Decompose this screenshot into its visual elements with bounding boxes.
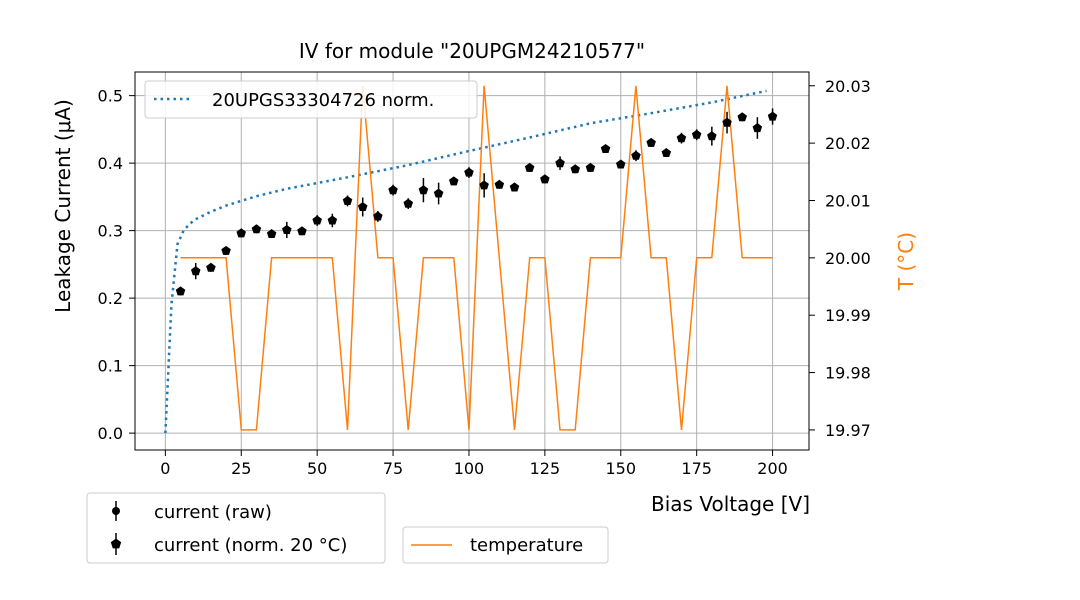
norm-point <box>327 215 338 225</box>
legend-temperature: temperature <box>402 526 609 564</box>
chart-title: IV for module "20UPGM24210577" <box>299 39 645 63</box>
norm-point <box>570 164 580 174</box>
y2-tick-label: 19.97 <box>825 421 871 440</box>
y2-tick-label: 19.99 <box>825 306 871 325</box>
norm-point <box>509 182 520 192</box>
x-tick-label: 75 <box>383 459 403 478</box>
norm-point <box>418 185 429 195</box>
norm-point <box>676 133 687 143</box>
norm-point <box>175 286 186 296</box>
y-tick-label: 0.5 <box>98 87 123 106</box>
y2-axis-label: T (°C) <box>894 232 918 291</box>
y-tick-label: 0.4 <box>98 154 123 173</box>
legend-norm-label: current (norm. 20 °C) <box>154 535 347 556</box>
norm-point <box>251 224 262 234</box>
norm-point <box>646 137 656 147</box>
norm-point <box>449 176 459 186</box>
y2-tick-label: 20.00 <box>825 249 871 268</box>
temperature-line <box>180 85 773 431</box>
norm-point <box>585 162 596 172</box>
norm-point <box>266 229 277 238</box>
x-tick-label: 0 <box>160 459 170 478</box>
axes: 0 25 50 75 100 125 150 175 200 0.0 0.1 0.2 0.3 0.4 0.5… <box>98 77 871 478</box>
y2-tick-label: 20.02 <box>825 134 871 153</box>
reference-curve <box>164 89 767 434</box>
x-tick-label: 100 <box>454 459 485 478</box>
legend-currents-box <box>86 492 386 564</box>
legend-reference-label: 20UPGS33304726 norm. <box>212 90 434 111</box>
norm-point <box>297 226 307 236</box>
norm-point <box>555 158 565 168</box>
norm-point <box>600 144 611 153</box>
x-tick-label: 175 <box>681 459 712 478</box>
norm-point <box>236 228 246 238</box>
y-tick-label: 0.3 <box>98 222 123 241</box>
legend-currents: current (raw) current (norm. 20 °C) <box>86 492 386 564</box>
data-layer <box>164 85 778 434</box>
norm-point <box>616 159 626 169</box>
norm-point <box>464 167 474 177</box>
x-tick-label: 25 <box>231 459 251 478</box>
norm-point <box>312 215 322 225</box>
norm-point <box>479 180 489 190</box>
y2-tick-label: 19.98 <box>825 364 871 383</box>
norm-point <box>282 225 292 234</box>
plot-frame <box>134 71 810 451</box>
legend-norm-marker <box>110 538 122 549</box>
norm-point <box>357 202 368 211</box>
norm-point <box>221 245 231 255</box>
norm-point <box>373 211 383 221</box>
legend-raw-label: current (raw) <box>154 502 272 523</box>
legend-temperature-label: temperature <box>470 535 583 556</box>
x-tick-label: 200 <box>757 459 788 478</box>
norm-point <box>722 117 732 127</box>
y-axis-label: Leakage Current (μA) <box>51 99 75 313</box>
norm-point <box>737 112 747 122</box>
legend-reference-box <box>144 80 478 119</box>
norm-point <box>661 148 672 157</box>
y-tick-label: 0.0 <box>98 424 123 443</box>
norm-point <box>540 174 550 184</box>
legend-reference: 20UPGS33304726 norm. <box>144 80 478 119</box>
x-tick-label: 50 <box>307 459 327 478</box>
y2-tick-label: 20.03 <box>825 77 871 96</box>
norm-point <box>403 198 413 208</box>
y-tick-label: 0.2 <box>98 289 123 308</box>
norm-point <box>388 185 398 195</box>
norm-point <box>767 111 778 121</box>
norm-point <box>524 162 535 172</box>
norm-point <box>631 150 641 160</box>
norm-point <box>206 262 216 272</box>
x-tick-label: 150 <box>605 459 636 478</box>
x-tick-label: 125 <box>530 459 561 478</box>
legend-temperature-box <box>402 526 609 564</box>
norm-point <box>707 131 717 141</box>
norm-point <box>494 179 505 189</box>
x-axis-label: Bias Voltage [V] <box>651 492 810 516</box>
norm-point <box>433 188 444 198</box>
legend-raw-marker <box>112 507 120 515</box>
y2-tick-label: 20.01 <box>825 191 871 210</box>
y-tick-label: 0.1 <box>98 357 123 376</box>
norm-point <box>191 266 201 276</box>
norm-point <box>691 129 702 139</box>
norm-point <box>342 195 353 205</box>
norm-point <box>752 123 763 133</box>
